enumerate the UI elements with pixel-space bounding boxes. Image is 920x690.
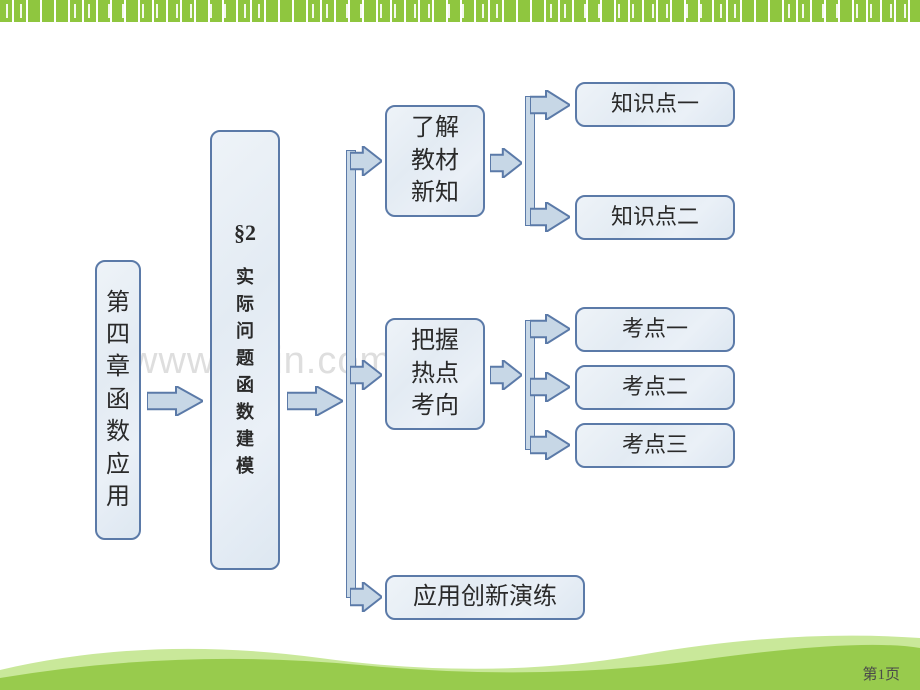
node-b1: 了解教材新知 [385, 105, 485, 217]
page-number: 第1页 [862, 663, 900, 684]
arrow-1 [287, 386, 343, 416]
node-b3: 应用创新演练 [385, 575, 585, 620]
arrow-5 [350, 582, 382, 612]
arrow-14 [530, 430, 570, 460]
arrow-6 [490, 148, 522, 178]
node-root: 第四章函数应用 [95, 260, 141, 540]
arrow-10 [490, 360, 522, 390]
node-l2: 知识点二 [575, 195, 735, 240]
node-section: §2实际问题函数建模 [210, 130, 280, 570]
arrow-3 [350, 146, 382, 176]
decorative-bottom-wave [0, 630, 920, 690]
arrow-13 [530, 372, 570, 402]
arrow-0 [147, 386, 203, 416]
node-l5: 考点三 [575, 423, 735, 468]
arrow-4 [350, 360, 382, 390]
node-l4: 考点二 [575, 365, 735, 410]
arrow-12 [530, 314, 570, 344]
node-l3: 考点一 [575, 307, 735, 352]
node-l1: 知识点一 [575, 82, 735, 127]
node-b2: 把握热点考向 [385, 318, 485, 430]
decorative-top-border [0, 0, 920, 22]
arrow-8 [530, 90, 570, 120]
arrow-9 [530, 202, 570, 232]
